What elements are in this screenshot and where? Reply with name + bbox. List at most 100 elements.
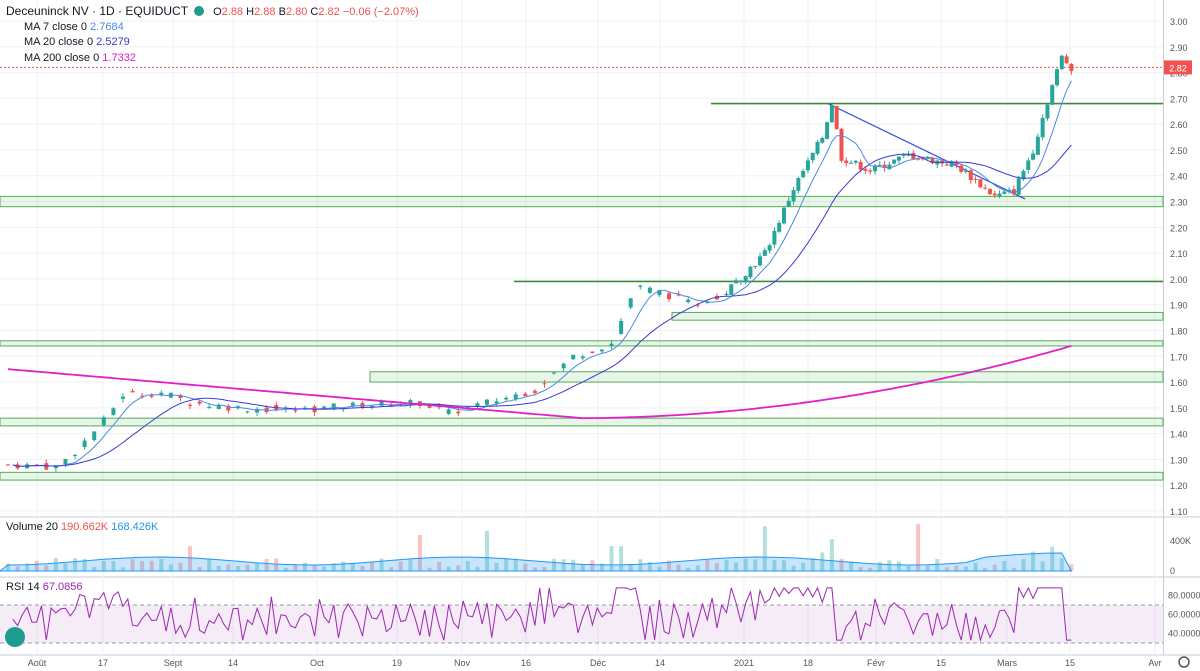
- volume-tick-label: 400K: [1170, 536, 1191, 546]
- volume-bar: [849, 561, 854, 571]
- rsi-pane: [0, 586, 1163, 644]
- candle-body: [245, 411, 250, 413]
- candle-body: [159, 392, 164, 395]
- candle-body: [863, 168, 868, 171]
- settings-icon[interactable]: [1178, 656, 1190, 668]
- price-tick-label: 2.40: [1170, 172, 1188, 182]
- volume-bar: [925, 565, 930, 571]
- rsi-band: [0, 605, 1163, 643]
- price-tick-label: 1.10: [1170, 507, 1188, 517]
- time-tick-label: Nov: [454, 658, 471, 668]
- volume-bar: [580, 564, 585, 571]
- volume-bar: [657, 566, 662, 571]
- volume-bar: [647, 561, 652, 571]
- time-tick-label: Févr: [867, 658, 885, 668]
- candle-body: [949, 161, 954, 167]
- rsi-label: RSI 14: [6, 581, 40, 593]
- volume-bar: [523, 563, 528, 571]
- candle-body: [92, 431, 97, 441]
- candle-body: [968, 170, 973, 181]
- candle-body: [964, 170, 968, 172]
- close-value: 2.82: [318, 6, 340, 18]
- candle-body: [628, 298, 633, 308]
- ma7-legend[interactable]: MA 7 close 0 2.7684: [24, 20, 124, 35]
- ma20-line: [12, 144, 1072, 467]
- volume-label: Volume 20: [6, 521, 58, 533]
- price-tick-label: 3.00: [1170, 17, 1188, 27]
- volume-bar: [465, 561, 470, 571]
- candle-body: [446, 409, 451, 414]
- price-tick-label: 1.60: [1170, 378, 1188, 388]
- volume-bar: [1069, 564, 1074, 571]
- time-tick-label: Oct: [310, 658, 325, 668]
- time-tick-label: 18: [803, 658, 813, 668]
- candle-body: [255, 409, 260, 413]
- last-price-tag: [1164, 60, 1192, 75]
- volume-bar: [293, 563, 298, 571]
- resistance-lines: [0, 66, 1163, 283]
- candle-body: [676, 294, 681, 296]
- candle-body: [920, 158, 925, 160]
- open-label: O: [213, 6, 222, 18]
- time-tick-label: Sept: [164, 658, 183, 668]
- price-tick-label: 1.90: [1170, 301, 1188, 311]
- candle-body: [748, 266, 753, 278]
- candle-body: [216, 404, 221, 409]
- volume-bar: [1050, 546, 1055, 571]
- time-tick-label: Mars: [997, 658, 1017, 668]
- candle-body: [149, 395, 154, 397]
- volume-bar: [446, 566, 451, 571]
- volume-bar: [92, 566, 97, 571]
- volume-bar: [207, 559, 212, 571]
- ma7-line: [12, 80, 1072, 467]
- volume-bar: [341, 561, 346, 571]
- time-tick-label: 2021: [734, 658, 754, 668]
- candle-body: [820, 137, 825, 143]
- candle-body: [810, 152, 815, 161]
- candle-body: [786, 200, 791, 207]
- volume-bar: [456, 565, 461, 571]
- volume-bar: [916, 524, 921, 571]
- volume-legend[interactable]: Volume 20 190.662K 168.426K: [6, 520, 158, 535]
- volume-bar: [638, 559, 643, 571]
- candle-body: [63, 459, 68, 465]
- volume-bar: [513, 559, 518, 571]
- volume-bar: [312, 565, 317, 571]
- ma200-legend[interactable]: MA 200 close 0 1.7332: [24, 51, 136, 66]
- volume-bar: [724, 559, 729, 571]
- volume-bar: [686, 567, 691, 571]
- volume-bar: [322, 566, 327, 571]
- moving-averages: [7, 80, 1072, 467]
- volume-bar: [216, 565, 221, 571]
- candle-body: [542, 383, 547, 385]
- volume-bar: [159, 558, 164, 571]
- volume-bar: [561, 559, 566, 571]
- volume-bar: [504, 558, 509, 571]
- volume-bar: [906, 566, 911, 571]
- volume-bar: [1040, 561, 1045, 571]
- volume-bar: [73, 558, 78, 571]
- candle-body: [997, 193, 1002, 197]
- candle-body: [762, 250, 767, 256]
- candle-body: [140, 395, 145, 397]
- support-zone: [0, 340, 1164, 347]
- candle-body: [992, 193, 997, 196]
- candle-body: [34, 464, 39, 466]
- volume-bar: [628, 563, 633, 571]
- candle-body: [475, 403, 480, 407]
- volume-bar: [868, 567, 873, 571]
- volume-bar: [168, 564, 173, 571]
- volume-bar: [44, 565, 49, 571]
- volume-bar: [714, 563, 719, 571]
- volume-bar: [820, 552, 825, 571]
- candle-body: [207, 406, 212, 409]
- ma20-legend[interactable]: MA 20 close 0 2.5279: [24, 35, 130, 50]
- time-tick-label: 16: [521, 658, 531, 668]
- volume-bar: [552, 558, 557, 571]
- volume-bar: [954, 565, 959, 571]
- rsi-legend[interactable]: RSI 14 67.0856: [6, 580, 82, 595]
- volume-bar: [226, 564, 231, 571]
- volume-bar: [140, 561, 145, 571]
- low-value: 2.80: [285, 6, 308, 18]
